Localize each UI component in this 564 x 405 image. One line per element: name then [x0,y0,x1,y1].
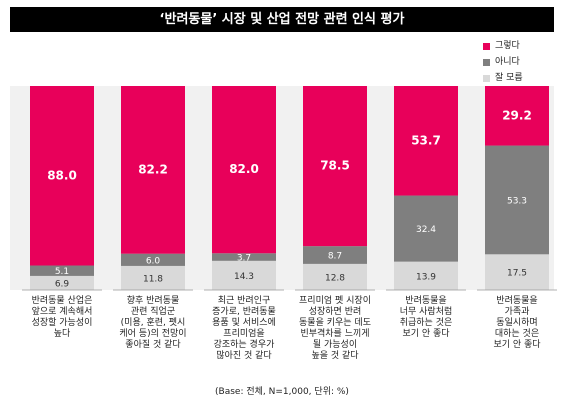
bar-dontknow [121,265,185,290]
bar-no [121,253,185,266]
category-label-line: 가족과 [505,306,530,317]
category-label-line: 관련 직업군 [131,306,175,317]
category-label-line: 성장하면 반려 [309,306,362,317]
category-label-line: 좋아질 것 같다 [125,338,181,350]
category-label: 반려동물을 너무 사람처럼 취급하는 것은 보기 안 좋다 [400,295,453,339]
category-label-line: 너무 사람처럼 [400,305,453,317]
category-label-line: 많아진 것 같다 [216,349,272,361]
category-label-line: 보기 안 좋다 [493,339,541,350]
bar-dontknow [30,275,94,290]
data-label-yes: 82.2 [138,162,168,176]
bar-yes [394,86,458,196]
data-label-dontknow: 12.8 [325,273,345,283]
bar-yes [212,86,276,254]
legend-label-dontknow: 잘 모름 [495,73,523,83]
category-label-line: 향후 반려동물 [127,294,180,306]
category-label-line: 강조하는 경우가 [214,338,275,350]
legend-label-yes: 그렇다 [495,41,520,51]
legend-swatch-no [483,58,490,66]
data-label-no: 53.3 [507,196,527,206]
category-label-line: 반려동물을 [496,295,537,306]
category-label-line: 높다 [54,328,71,339]
plot-background [10,86,554,290]
legend-item-dontknow: 잘 모름 [483,70,523,86]
bar-dontknow [485,254,549,290]
bar-no [30,265,94,276]
legend-item-yes: 그렇다 [483,38,523,54]
category-label-line: 동일시하며 [496,317,537,328]
category-label-line: 반려동물을 [405,295,446,306]
category-label-line: (미용, 훈련, 펫시 [121,316,186,328]
data-label-yes: 88.0 [47,168,77,182]
category-label-line: 프리미엄 펫 시장이 [299,294,371,306]
data-label-yes: 29.2 [502,108,532,122]
data-label-no: 5.1 [55,267,69,277]
stacked-bar-chart: 6.9 5.1 88.0 반려동물 산업은 앞으로 계속해서 성장할 가능성이 높다 11.8… [10,86,557,361]
category-label-line: 앞으로 계속해서 [32,305,93,317]
data-label-no: 32.4 [416,225,436,235]
category-label-line: 동물을 키우는 데도 [299,317,371,328]
data-label-dontknow: 13.9 [416,272,436,282]
category-label: 최근 반려인구 증가로, 반려동물 용품 및 서비스에 프리미엄을 강조하는 경우가 많아… [212,295,276,361]
bar-no [212,253,276,261]
category-label: 반려동물을 가족과 동일시하며 대하는 것은 보기 안 좋다 [493,295,541,350]
legend-item-no: 아니다 [483,54,523,70]
legend-label-no: 아니다 [495,57,520,67]
data-label-no: 3.7 [237,254,251,264]
bar-yes [303,86,367,247]
bar-no [485,145,549,255]
bar-no [303,246,367,264]
data-label-yes: 53.7 [411,133,441,147]
chart-title: ‘반려동물’ 시장 및 산업 전망 관련 인식 평가 [10,7,554,32]
bar-dontknow [303,263,367,290]
data-label-dontknow: 11.8 [143,274,163,284]
data-label-yes: 78.5 [320,159,350,173]
category-label-line: 빈부격차를 느끼게 [300,327,369,339]
footer-note: (Base: 전체, N=1,000, 단위: %) [215,387,349,397]
category-label: 향후 반려동물 관련 직업군 (미용, 훈련, 펫시 케어 등)의 전망이 좋아질 것 … [119,294,186,350]
data-label-dontknow: 14.3 [234,272,254,282]
category-label: 반려동물 산업은 앞으로 계속해서 성장할 가능성이 높다 [32,295,93,339]
category-label-line: 반려동물 산업은 [32,295,93,306]
category-label-line: 보기 안 좋다 [402,328,450,339]
category-label-line: 최근 반려인구 [218,295,271,306]
bar-yes [30,86,94,266]
category-label-line: 될 가능성이 [313,339,357,350]
data-label-no: 6.0 [146,256,161,266]
bar-dontknow [394,261,458,290]
bar-yes [121,86,185,254]
category-label-line: 증가로, 반려동물 [212,306,276,317]
category-label-line: 프리미엄을 [223,327,264,339]
data-label-yes: 82.0 [229,162,259,176]
category-label-line: 성장할 가능성이 [32,317,93,328]
data-label-dontknow: 17.5 [507,269,527,279]
category-label-line: 케어 등)의 전망이 [119,328,186,339]
category-label-line: 용품 및 서비스에 [212,316,276,328]
bar-yes [485,86,549,146]
category-label-line: 취급하는 것은 [400,317,453,328]
category-label: 프리미엄 펫 시장이 성장하면 반려 동물을 키우는 데도 빈부격차를 느끼게 될 가능… [299,294,371,361]
chart-legend: 그렇다 아니다 잘 모름 [483,38,523,86]
bar-dontknow [212,260,276,290]
bar-no [394,195,458,262]
category-label-line: 대하는 것은 [495,328,539,339]
data-label-dontknow: 6.9 [55,279,70,289]
data-label-no: 8.7 [328,252,342,262]
category-label-line: 높을 것 같다 [311,349,359,361]
legend-swatch-dontknow [483,74,490,82]
legend-swatch-yes [483,42,490,50]
